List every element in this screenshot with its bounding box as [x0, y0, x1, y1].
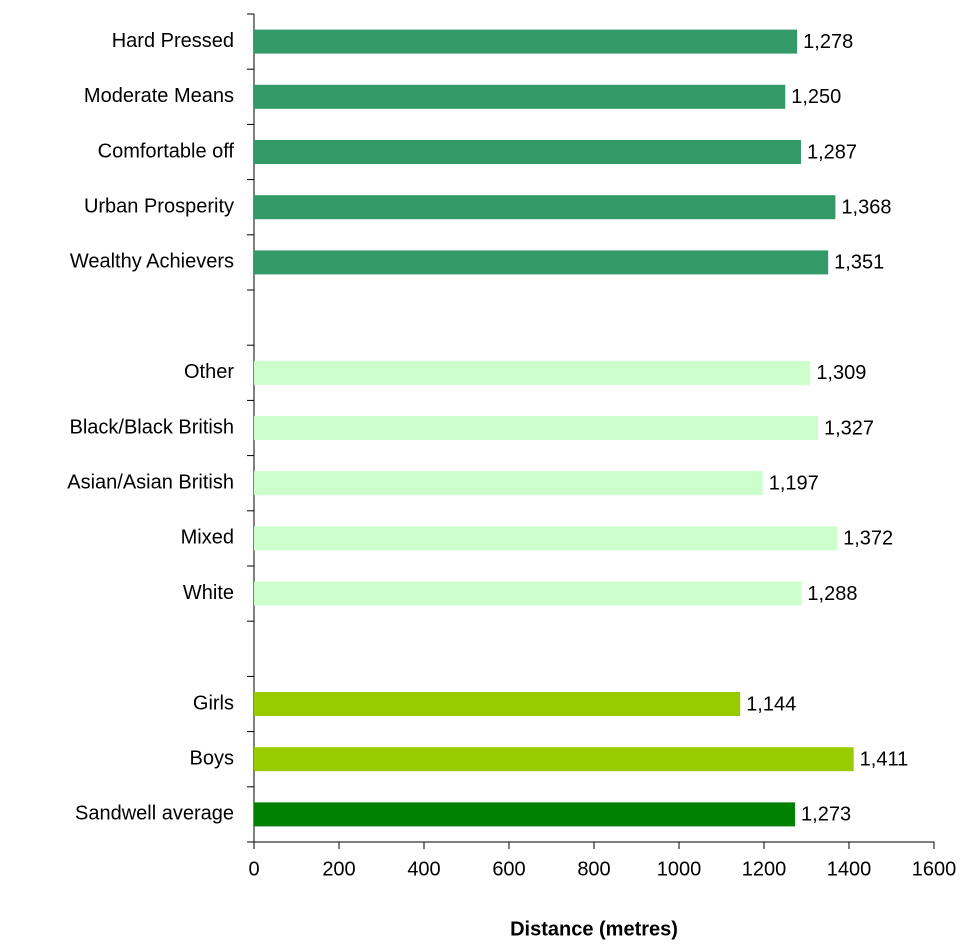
bar — [254, 250, 829, 275]
y-tick-label: Wealthy Achievers — [70, 251, 234, 273]
y-tick-label: Black/Black British — [70, 416, 235, 438]
y-tick-label: Asian/Asian British — [67, 471, 234, 493]
bar — [254, 416, 818, 440]
y-tick-label: Urban Prosperity — [84, 195, 234, 217]
x-tick-label: 1400 — [827, 858, 872, 880]
x-tick-label: 600 — [492, 858, 525, 880]
value-label: 1,309 — [816, 362, 866, 384]
y-tick-label: Hard Pressed — [112, 30, 234, 52]
bar — [254, 692, 741, 716]
x-tick-label: 1000 — [657, 858, 702, 880]
y-tick-label: Sandwell average — [75, 803, 234, 825]
value-label: 1,273 — [801, 804, 851, 826]
bar — [254, 802, 796, 827]
value-label: 1,197 — [769, 472, 819, 494]
value-label: 1,411 — [860, 748, 909, 770]
bar — [254, 195, 836, 220]
x-axis-label: Distance (metres) — [510, 918, 678, 940]
x-tick-label: 1600 — [912, 858, 957, 880]
y-tick-label: Moderate Means — [84, 85, 234, 107]
value-label: 1,327 — [824, 417, 874, 439]
value-label: 1,351 — [834, 252, 884, 274]
value-label: 1,288 — [807, 583, 857, 605]
y-tick-label: Comfortable off — [98, 140, 235, 162]
bar — [254, 360, 811, 385]
bar — [254, 747, 854, 772]
bar — [254, 29, 798, 54]
y-tick-label: Other — [184, 361, 234, 383]
value-label: 1,250 — [791, 86, 841, 108]
x-tick-label: 800 — [577, 858, 610, 880]
bar — [254, 526, 838, 551]
x-tick-label: 1200 — [742, 858, 787, 880]
y-tick-label: Girls — [193, 692, 234, 714]
value-label: 1,278 — [803, 31, 853, 53]
x-tick-label: 200 — [322, 858, 355, 880]
bar — [254, 581, 802, 606]
y-tick-label: Mixed — [181, 527, 234, 549]
x-tick-label: 0 — [248, 858, 259, 880]
value-label: 1,144 — [746, 693, 796, 715]
bar — [254, 140, 801, 164]
value-label: 1,287 — [807, 141, 857, 163]
y-tick-label: Boys — [190, 747, 234, 769]
bar — [254, 84, 786, 109]
value-label: 1,368 — [841, 196, 891, 218]
value-label: 1,372 — [843, 528, 893, 550]
bar — [254, 471, 763, 496]
y-tick-label: White — [183, 582, 234, 604]
x-tick-label: 400 — [407, 858, 440, 880]
